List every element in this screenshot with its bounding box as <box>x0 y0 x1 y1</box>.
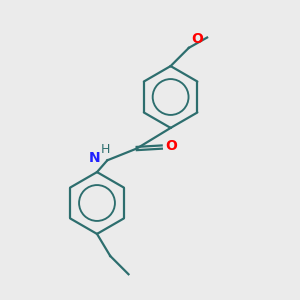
Text: N: N <box>89 151 101 165</box>
Text: O: O <box>191 32 203 46</box>
Text: H: H <box>101 142 110 156</box>
Text: O: O <box>165 140 177 154</box>
